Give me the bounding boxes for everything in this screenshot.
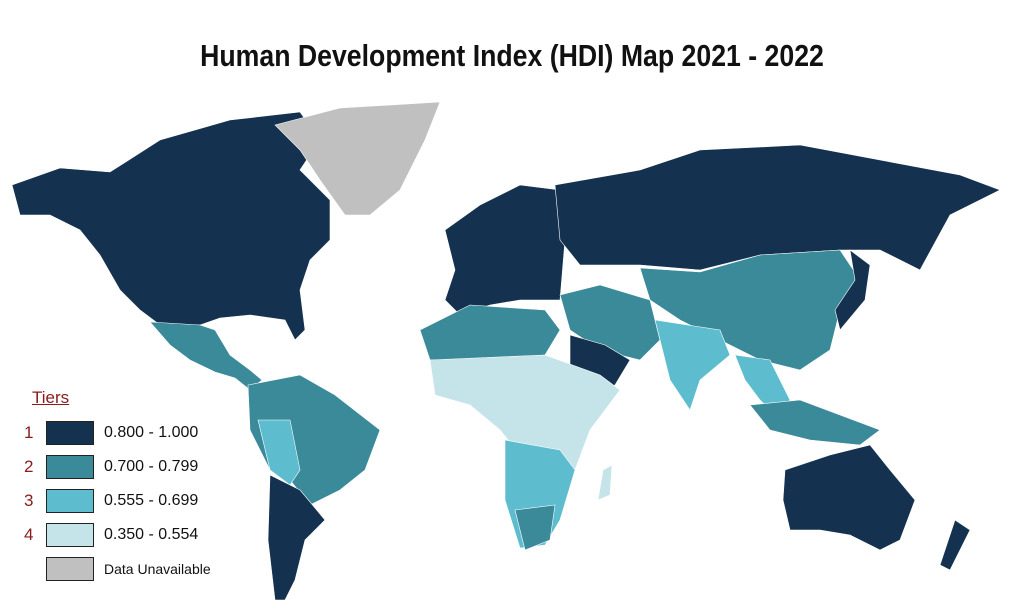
tier-range: 0.700 - 0.799 [104,458,199,475]
region-east-asia [639,249,861,371]
region-south-africa [514,504,556,551]
region-north-africa [419,304,561,361]
legend: Tiers 1 0.800 - 1.000 2 0.700 - 0.799 3 … [24,388,211,586]
map-title: Human Development Index (HDI) Map 2021 -… [200,38,824,73]
region-southern-cone [267,474,326,601]
region-greenland [274,101,441,216]
legend-title: Tiers [32,388,70,407]
legend-tier-3: 3 0.555 - 0.699 [24,484,211,518]
region-middle-east [559,284,661,361]
tier-range: 0.800 - 1.000 [104,424,199,441]
region-indonesia [749,399,881,446]
tier-swatch [46,489,94,513]
tier-number: 2 [24,457,34,476]
region-europe [444,184,566,316]
tier-swatch [46,455,94,479]
legend-tier-4: 4 0.350 - 0.554 [24,518,211,552]
legend-unavailable: Data Unavailable [24,552,211,586]
tier-swatch [46,421,94,445]
legend-tier-1: 1 0.800 - 1.000 [24,416,211,450]
region-central-america [149,321,263,391]
tier-swatch [46,523,94,547]
legend-tier-2: 2 0.700 - 0.799 [24,450,211,484]
region-madagascar [597,464,613,501]
region-south-asia [654,319,731,411]
unavailable-swatch [46,557,94,581]
tier-number: 4 [24,525,34,544]
region-south-america-north [257,419,301,486]
region-new-zealand [939,519,971,571]
tier-number: 3 [24,491,34,510]
tier-range: 0.555 - 0.699 [104,492,199,509]
region-japan [834,249,871,331]
region-russia [554,144,1001,271]
tier-range: 0.350 - 0.554 [104,526,199,543]
region-north-america [11,111,331,341]
region-australia [782,444,916,551]
unavailable-label: Data Unavailable [104,561,211,577]
tier-number: 1 [24,423,34,442]
